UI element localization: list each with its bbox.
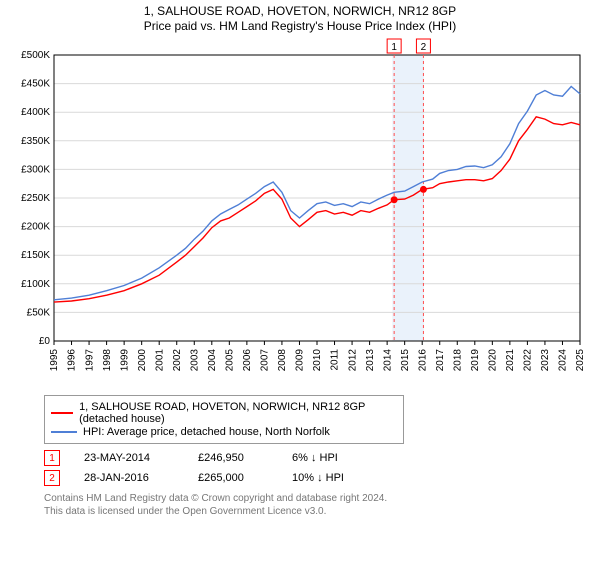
y-tick-label: £100K [21,279,50,290]
y-tick-label: £250K [21,193,50,204]
x-tick-label: 2018 [452,349,463,372]
legend-label: 1, SALHOUSE ROAD, HOVETON, NORWICH, NR12… [79,401,397,425]
legend-row: HPI: Average price, detached house, Nort… [51,426,397,438]
x-tick-label: 2001 [154,349,165,372]
x-tick-label: 2012 [347,349,358,372]
x-tick-label: 2013 [365,349,376,372]
x-tick-label: 2021 [505,349,516,372]
chart-container: 1, SALHOUSE ROAD, HOVETON, NORWICH, NR12… [0,4,600,564]
x-tick-label: 2024 [558,349,569,372]
x-tick-label: 2005 [225,349,236,372]
chart-plot: £0 £50K £100K £150K £200K £250K £300K £350K £400… [10,37,590,387]
y-tick-label: £50K [27,307,51,318]
x-tick-label: 2011 [330,349,341,371]
legend-label: HPI: Average price, detached house, Nort… [83,426,330,438]
y-tick-label: £200K [21,222,50,233]
x-tick-label: 2025 [575,349,586,372]
chart-title: 1, SALHOUSE ROAD, HOVETON, NORWICH, NR12… [0,4,600,18]
y-tick-label: £450K [21,79,50,90]
legend-swatch [51,412,73,414]
footnote-line2: This data is licensed under the Open Gov… [44,505,590,518]
x-tick-label: 2016 [417,349,428,372]
x-tick-label: 2006 [242,349,253,372]
x-tick-label: 1995 [49,349,60,372]
legend-row: 1, SALHOUSE ROAD, HOVETON, NORWICH, NR12… [51,401,397,425]
sale-dot [391,196,398,203]
sale-row-badge: 2 [44,470,60,486]
x-tick-label: 2015 [400,349,411,372]
sale-row: 1 23-MAY-2014 £246,950 6% ↓ HPI [44,450,590,466]
legend-swatch [51,431,77,433]
sale-badge-num: 1 [391,42,397,53]
y-tick-label: £500K [21,50,50,61]
x-tick-label: 1996 [67,349,78,372]
x-tick-label: 2009 [295,349,306,372]
x-tick-label: 2017 [435,349,446,372]
sale-row-date: 23-MAY-2014 [84,452,174,464]
series-property [54,117,580,302]
x-tick-label: 2020 [488,349,499,372]
y-tick-label: £150K [21,250,50,261]
series-hpi [54,87,580,300]
x-tick-label: 2007 [260,349,271,372]
sale-row: 2 28-JAN-2016 £265,000 10% ↓ HPI [44,470,590,486]
x-tick-label: 1998 [102,349,113,372]
legend: 1, SALHOUSE ROAD, HOVETON, NORWICH, NR12… [44,395,404,444]
x-tick-label: 2022 [523,349,534,372]
y-tick-label: £400K [21,107,50,118]
y-tick-label: £0 [39,336,51,347]
sale-row-date: 28-JAN-2016 [84,472,174,484]
x-tick-label: 1999 [119,349,130,372]
sale-dot [420,186,427,193]
sale-badge-num: 2 [421,42,427,53]
x-tick-label: 2003 [189,349,200,372]
footnote-line1: Contains HM Land Registry data © Crown c… [44,492,590,505]
x-tick-label: 2010 [312,349,323,372]
x-tick-label: 2002 [172,349,183,372]
x-tick-label: 1997 [84,349,95,372]
chart-subtitle: Price paid vs. HM Land Registry's House … [0,19,600,33]
x-tick-label: 2023 [540,349,551,372]
sale-row-delta: 10% ↓ HPI [292,472,382,484]
line-chart-svg: £0 £50K £100K £150K £200K £250K £300K £350K £400… [10,37,590,387]
sale-row-delta: 6% ↓ HPI [292,452,382,464]
x-tick-label: 2008 [277,349,288,372]
sale-row-badge: 1 [44,450,60,466]
y-tick-label: £300K [21,164,50,175]
y-tick-label: £350K [21,136,50,147]
sale-row-price: £265,000 [198,472,268,484]
sale-row-price: £246,950 [198,452,268,464]
x-tick-label: 2000 [137,349,148,372]
footnote: Contains HM Land Registry data © Crown c… [44,492,590,518]
x-tick-label: 2004 [207,349,218,372]
x-tick-label: 2014 [382,349,393,372]
x-tick-label: 2019 [470,349,481,372]
sales-table: 1 23-MAY-2014 £246,950 6% ↓ HPI 2 28-JAN-2016… [44,450,590,486]
